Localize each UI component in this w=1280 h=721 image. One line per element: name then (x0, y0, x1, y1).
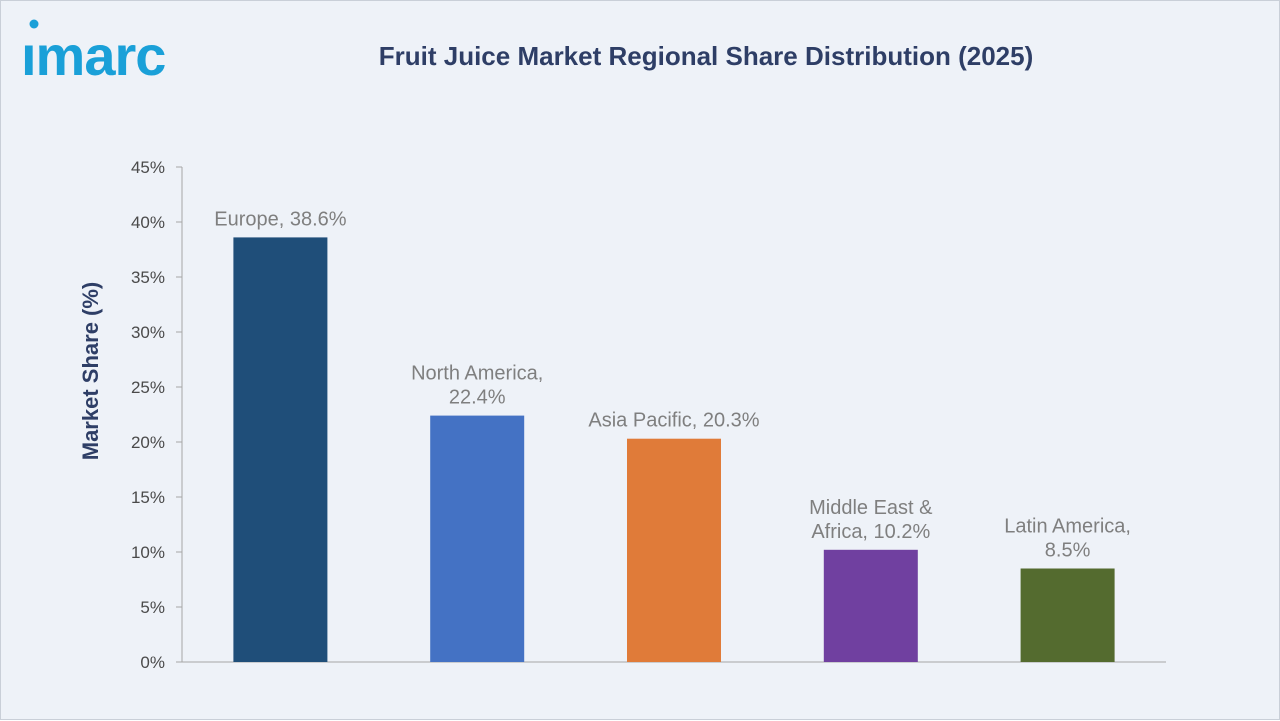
bar-europe (233, 237, 328, 662)
bar-north-america (430, 415, 525, 662)
data-label: Europe, 38.6% (214, 208, 347, 230)
y-tick-label: 5% (140, 598, 165, 617)
axes: 0% 5% 10% 15% 20% 25% 30% 35% 40% 45% (131, 158, 1166, 672)
logo-dot (29, 19, 39, 29)
y-axis-label: Market Share (%) (78, 282, 103, 461)
data-label: 8.5% (1045, 540, 1091, 562)
chart-title: Fruit Juice Market Regional Share Distri… (378, 41, 1034, 71)
data-label: Asia Pacific, 20.3% (588, 410, 759, 432)
data-label: 22.4% (449, 387, 506, 409)
y-tick-label: 30% (131, 323, 165, 342)
data-label: Latin America, (1004, 516, 1131, 538)
y-tick-label: 20% (131, 433, 165, 452)
logo-wordmark: ımarc (21, 24, 165, 81)
y-tick-label: 25% (131, 378, 165, 397)
data-label: Middle East & (809, 497, 933, 519)
imarc-logo: ımarc (21, 19, 166, 81)
data-labels: Europe, 38.6% North America,22.4% Asia Pac… (214, 208, 1131, 561)
bar-latin-america (1020, 568, 1115, 662)
y-tick-label: 10% (131, 543, 165, 562)
bars (233, 237, 1115, 662)
y-tick-label: 40% (131, 213, 165, 232)
y-tick-label: 45% (131, 158, 165, 177)
bar-asia-pacific (627, 438, 721, 662)
data-label: North America, (411, 363, 543, 385)
bar-middle-east-africa (823, 549, 918, 662)
y-tick-label: 0% (140, 653, 165, 672)
y-tick-label: 35% (131, 268, 165, 287)
y-tick-label: 15% (131, 488, 165, 507)
data-label: Africa, 10.2% (811, 521, 930, 543)
